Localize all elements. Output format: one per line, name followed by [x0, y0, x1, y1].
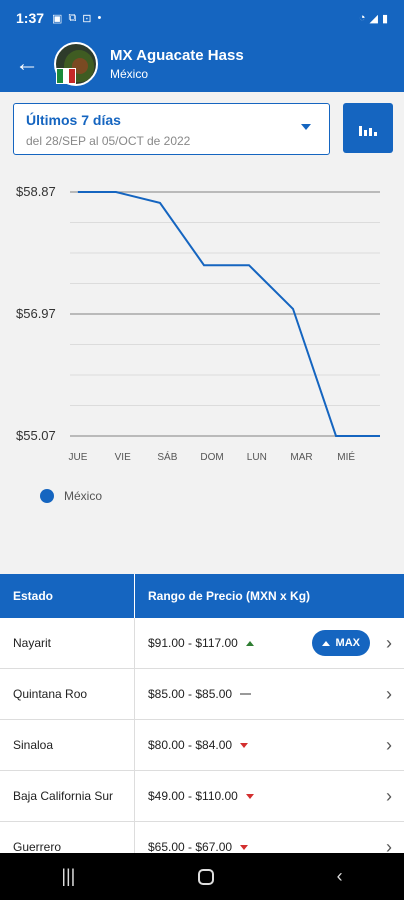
system-nav-bar: ||| ‹	[0, 853, 404, 900]
row-rango: $85.00 - $85.00	[148, 687, 233, 701]
y-tick-label: $58.87	[16, 184, 56, 199]
table-row[interactable]: Baja California Sur $49.00 - $110.00 ›	[0, 771, 404, 822]
row-estado: Nayarit	[0, 618, 135, 668]
y-tick-label: $55.07	[16, 428, 56, 443]
header-rango: Rango de Precio (MXN x Kg)	[148, 589, 311, 603]
data-point	[248, 264, 250, 266]
gallery-icon: ▣	[52, 12, 63, 25]
period-title: Últimos 7 días	[26, 112, 121, 128]
x-tick-label: MAR	[290, 452, 312, 463]
data-point	[335, 435, 337, 437]
status-bar: 1:37 ▣ ⧉ ⊡ • ◔ ◢ ▮	[0, 0, 404, 36]
back-arrow-icon[interactable]: ←	[15, 50, 39, 77]
page-title: MX Aguacate Hass	[110, 47, 244, 64]
data-point	[115, 191, 117, 193]
chevron-right-icon[interactable]: ›	[386, 836, 392, 857]
table-row[interactable]: Sinaloa $80.00 - $84.00 ›	[0, 720, 404, 771]
data-point	[203, 264, 205, 266]
row-rango: $80.00 - $84.00	[148, 738, 233, 752]
row-rango: $49.00 - $110.00	[148, 789, 238, 803]
table-row[interactable]: Quintana Roo $85.00 - $85.00 ›	[0, 669, 404, 720]
period-dropdown[interactable]: Últimos 7 días del 28/SEP al 05/OCT de 2…	[13, 103, 330, 155]
x-tick-label: DOM	[200, 452, 223, 463]
wifi-icon: ◔	[358, 11, 366, 24]
trend-flat-icon	[240, 693, 252, 695]
trend-down-icon	[240, 742, 249, 748]
chevron-right-icon[interactable]: ›	[386, 734, 392, 755]
x-tick-label: VIE	[115, 452, 131, 463]
chevron-down-icon	[301, 124, 311, 130]
y-tick-label: $56.97	[16, 306, 56, 321]
row-estado: Quintana Roo	[0, 669, 135, 719]
series-line-0	[78, 191, 380, 437]
table-row[interactable]: Nayarit $91.00 - $117.00 MAX ›	[0, 618, 404, 669]
home-icon[interactable]	[198, 868, 215, 885]
recent-apps-icon[interactable]: |||	[61, 866, 76, 886]
chevron-right-icon[interactable]: ›	[386, 785, 392, 806]
data-point	[292, 308, 294, 310]
signal-icon: ◢	[369, 12, 378, 25]
row-rango: $65.00 - $67.00	[148, 840, 233, 854]
chart-toggle-button[interactable]	[343, 103, 393, 153]
status-time: 1:37	[16, 10, 45, 26]
row-estado: Sinaloa	[0, 720, 135, 770]
chevron-right-icon[interactable]: ›	[386, 683, 392, 704]
trend-down-icon	[240, 844, 249, 850]
legend-label: México	[64, 489, 103, 503]
cast-icon: ⧉	[68, 11, 77, 24]
x-tick-label: LUN	[247, 452, 267, 463]
chart-legend: México	[40, 489, 102, 503]
row-estado: Guerrero	[0, 822, 135, 872]
dot-icon: •	[97, 11, 102, 24]
max-badge[interactable]: MAX	[311, 630, 370, 656]
trend-up-icon	[245, 640, 254, 646]
data-point	[159, 202, 161, 204]
row-rango: $91.00 - $117.00	[148, 636, 238, 650]
chevron-right-icon[interactable]: ›	[386, 632, 392, 653]
battery-icon: ▮	[381, 12, 388, 25]
x-tick-label: JUE	[69, 452, 88, 463]
screenshot-icon: ⊡	[82, 12, 92, 25]
table-header: Estado Rango de Precio (MXN x Kg)	[0, 574, 404, 618]
price-line-chart: $58.87 $56.97 $55.07 JUE VIE SÁB DOM LUN MAR MIÉ	[16, 184, 380, 463]
x-tick-label: SÁB	[157, 450, 177, 463]
bar-chart-icon	[359, 126, 362, 136]
app-bar: ← MX Aguacate Hass México	[0, 36, 404, 92]
legend-dot	[40, 489, 54, 503]
x-tick-label: MIÉ	[337, 450, 355, 463]
page-subtitle: México	[110, 67, 149, 81]
header-estado: Estado	[0, 574, 135, 618]
back-icon[interactable]: ‹	[336, 866, 343, 886]
trend-down-icon	[245, 793, 254, 799]
mexico-flag-icon	[56, 68, 76, 84]
data-point	[77, 191, 79, 193]
price-table: Estado Rango de Precio (MXN x Kg) Nayari…	[0, 574, 404, 873]
period-range: del 28/SEP al 05/OCT de 2022	[26, 134, 191, 148]
row-estado: Baja California Sur	[0, 771, 135, 821]
arrow-up-icon	[321, 640, 330, 646]
